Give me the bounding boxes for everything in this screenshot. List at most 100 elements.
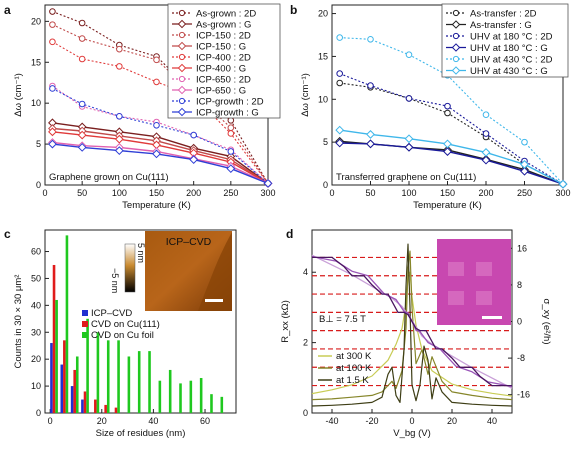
chart-c-bar	[210, 394, 213, 413]
chart-b-point	[521, 138, 528, 146]
chart-b-point	[405, 95, 413, 102]
chart-d-y-tick-label: 4	[303, 267, 308, 277]
chart-a-x-tick-label: 250	[223, 188, 238, 198]
chart-d-right-tick-label: -16	[517, 390, 530, 400]
chart-a-point	[116, 63, 123, 70]
chart-d-legend-item: at 100 K	[318, 363, 372, 374]
chart-b-point	[335, 138, 345, 148]
chart-a-legend-label: ICP-growth : G	[196, 108, 259, 119]
chart-a-point	[114, 146, 124, 156]
chart-c-bar	[106, 340, 110, 413]
chart-a-point	[189, 155, 199, 165]
chart-a-point	[77, 142, 87, 152]
chart-a-y-tick-label: 10	[31, 98, 41, 108]
chart-d-device-image	[437, 239, 511, 325]
chart-a-legend-label: ICP-growth : 2D	[196, 97, 264, 108]
chart-a-point	[190, 131, 197, 139]
chart-c-afm-step-edge	[198, 232, 232, 311]
chart-c-y-tick-label: 0	[36, 408, 41, 418]
chart-a-point	[48, 118, 57, 128]
chart-c-colorbar-bottom-label: −5 nm	[110, 268, 120, 293]
chart-d-field-label: B⊥ = 7.5 T	[319, 314, 366, 325]
chart-c-bar	[50, 343, 53, 413]
chart-a-legend-label: ICP-400 : G	[196, 64, 246, 75]
chart-b-legend-marker	[451, 66, 461, 75]
chart-a-legend-marker	[178, 9, 186, 17]
chart-c-bar	[114, 407, 118, 413]
chart-c-legend-swatch	[82, 332, 88, 338]
chart-a-y-axis-label: Δω (cm⁻¹)	[13, 73, 24, 117]
chart-c-bar	[83, 391, 87, 413]
chart-a-point	[49, 21, 56, 28]
chart-b-legend-item: As-transfer : G	[446, 20, 532, 31]
chart-b-point	[482, 130, 490, 137]
chart-d-x-tick-label: 40	[487, 416, 497, 426]
chart-c-bar	[104, 404, 107, 413]
chart-b-legend-box	[441, 3, 569, 78]
chart-a-x-tick-label: 200	[186, 188, 201, 198]
chart-a-x-tick-label: 50	[77, 188, 87, 198]
chart-d-legend-label: at 300 K	[336, 351, 372, 362]
chart-a-point	[227, 148, 235, 155]
chart-a-legend-item: As-grown : G	[172, 20, 251, 31]
chart-a-legend-label: ICP-400 : 2D	[196, 53, 251, 64]
chart-b-legend-label: As-transfer : 2D	[470, 9, 537, 20]
chart-c-x-tick-label: 60	[200, 416, 210, 426]
chart-a-point	[153, 78, 160, 86]
chart-d-device-contact	[476, 291, 492, 305]
chart-c-bar	[199, 378, 203, 413]
chart-c-series-cvd-on-cu-foil	[55, 235, 224, 413]
chart-b-legend-marker	[451, 20, 461, 29]
chart-a-legend-item: ICP-400 : G	[172, 64, 246, 75]
chart-c-legend-label: CVD on Cu foil	[91, 330, 154, 341]
chart-b-x-axis-label: Temperature (K)	[413, 200, 482, 211]
chart-d-y-axis-label: R_xx (kΩ)	[280, 300, 291, 342]
chart-b-point	[481, 148, 491, 157]
chart-a-x-tick-label: 0	[42, 188, 47, 198]
chart-a-point	[48, 127, 57, 137]
chart-d-line-xy-1-5-k	[312, 256, 512, 387]
chart-d-legend-label: at 100 K	[336, 363, 372, 374]
chart-d-x-axis-label: V_bg (V)	[393, 428, 431, 439]
chart-b-point	[404, 134, 414, 144]
chart-d-right-tick-label: 8	[517, 280, 522, 290]
chart-d-legend-item: at 1.5 K	[318, 375, 369, 386]
chart-c-y-tick-label: 60	[31, 247, 41, 257]
chart-a-legend-box	[167, 3, 281, 119]
chart-b-point	[405, 51, 413, 59]
chart-b-x-tick-label: 0	[329, 188, 334, 198]
chart-a-legend-label: As-grown : 2D	[196, 9, 256, 20]
chart-c-x-tick-label: 20	[97, 416, 107, 426]
chart-c-bar	[168, 369, 172, 413]
chart-c-bar	[65, 235, 69, 413]
chart-b-x-tick-label: 200	[478, 188, 493, 198]
chart-c-y-tick-label: 50	[31, 273, 41, 283]
chart-b-y-tick-label: 10	[318, 94, 328, 104]
chart-d-y-tick-label: 2	[303, 338, 308, 348]
chart-a-legend-marker	[177, 63, 187, 73]
chart-d-legend-label: at 1.5 K	[336, 375, 369, 386]
chart-a-point	[152, 149, 161, 159]
chart-c-bar	[75, 356, 79, 413]
chart-a-legend-label: ICP-150 : 2D	[196, 31, 251, 42]
chart-b-point	[481, 155, 491, 165]
chart-d-right-tick-label: -8	[517, 353, 525, 363]
chart-b-legend-marker	[452, 55, 460, 63]
chart-b-annotation: Transferred graphene on Cu(111)	[336, 172, 476, 183]
chart-c-legend-item: ICP–CVD	[82, 308, 132, 319]
chart-c-y-tick-label: 40	[31, 300, 41, 310]
chart-a-legend-marker	[177, 107, 187, 117]
chart-d-device-contact	[448, 262, 464, 276]
chart-a-point	[114, 134, 124, 144]
chart-c-inset: 5 nm −5 nm ICP–CVD	[110, 231, 232, 311]
chart-a-point	[48, 139, 57, 149]
chart-a-legend-item: ICP-150 : 2D	[172, 31, 251, 42]
chart-b-point	[482, 111, 490, 119]
panel-d: d -40 -20 0 20 40 0 2 4 V_bg (V) R_xx (kΩ) -16 -8 0 8…	[280, 227, 552, 439]
panel-b: b 0 50 100 150 200 250 300 0 5 10 15 20 Temperature …	[290, 3, 571, 211]
chart-c-colorbar	[124, 243, 136, 293]
chart-a-point	[49, 38, 56, 46]
chart-b-point	[444, 109, 451, 117]
